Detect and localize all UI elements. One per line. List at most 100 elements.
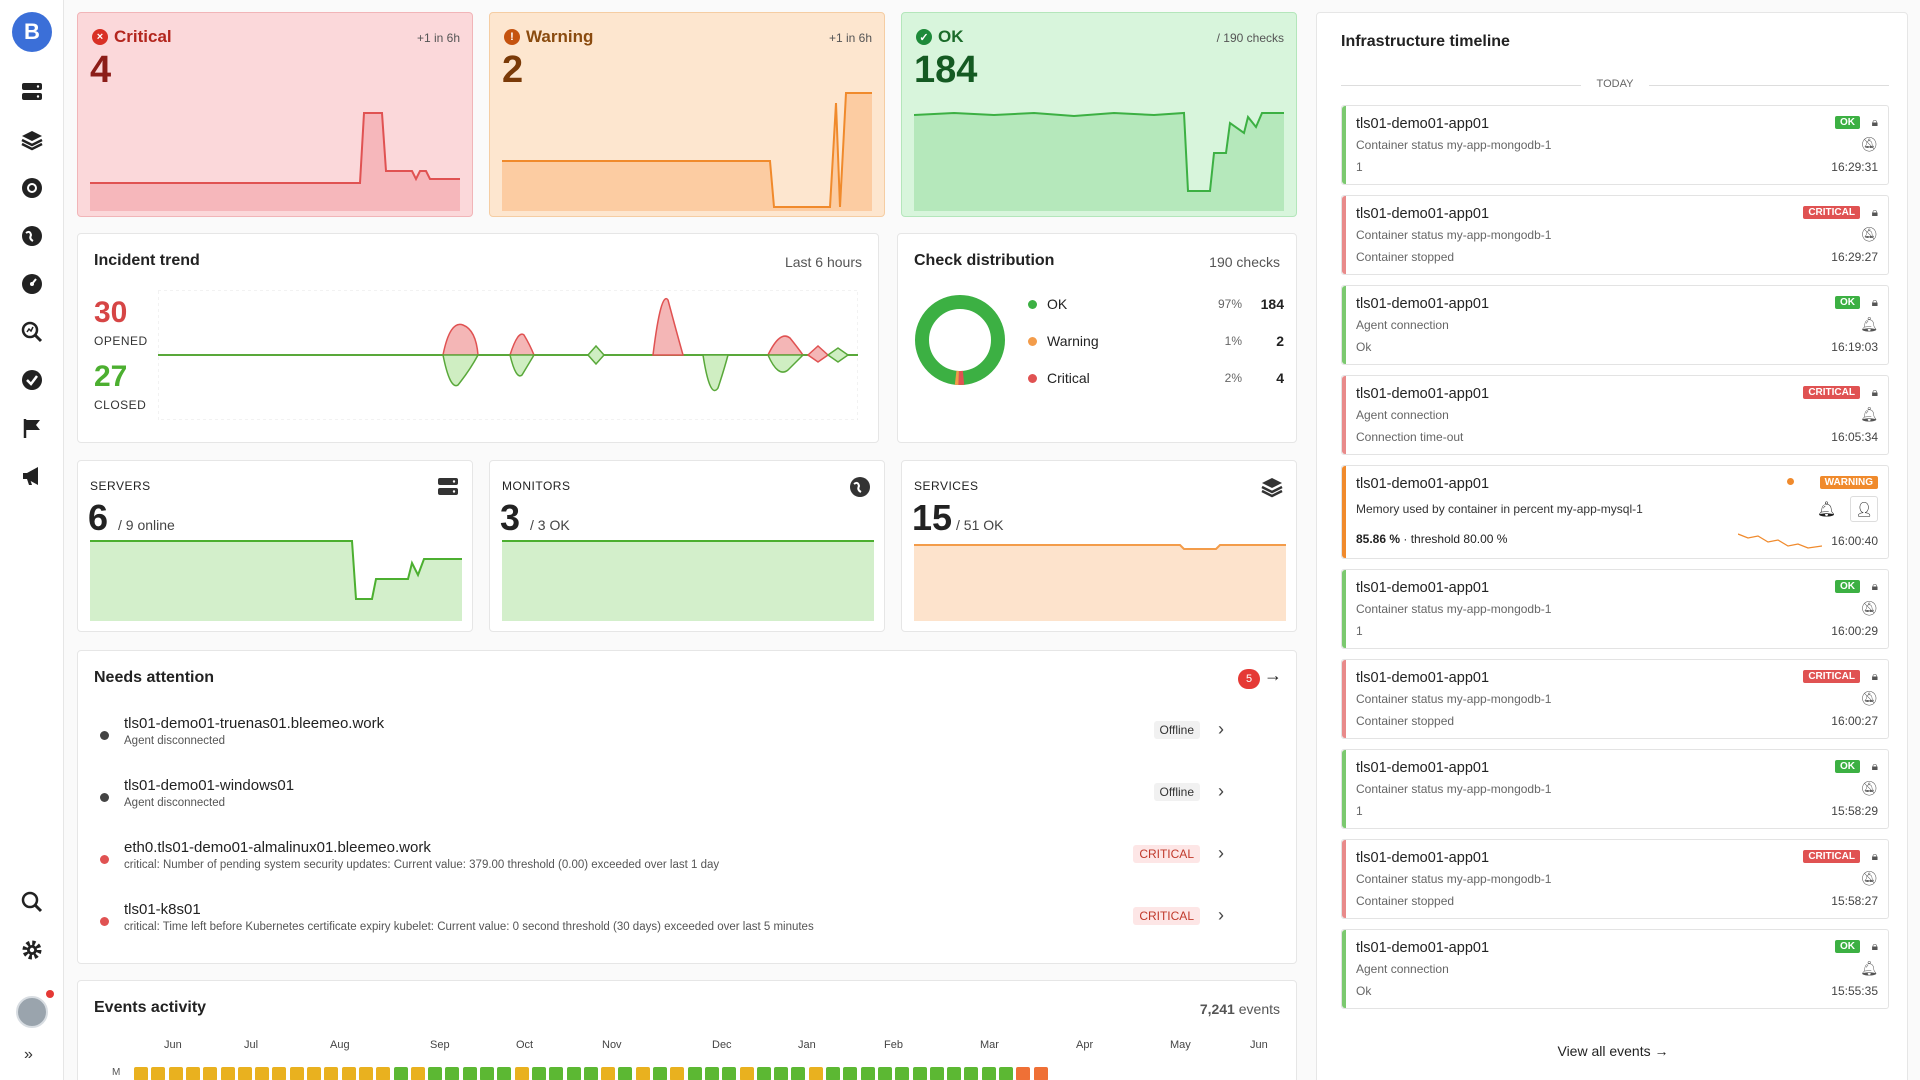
heatmap-cell[interactable] — [341, 1067, 356, 1080]
bell-off-icon[interactable]: 🔕︎ — [1860, 136, 1878, 152]
heatmap-cell[interactable] — [826, 1067, 840, 1080]
incident-range[interactable]: Last 6 hours — [784, 254, 862, 270]
bell-icon[interactable]: 🔔︎ — [1860, 316, 1878, 332]
heatmap-cell[interactable] — [635, 1067, 650, 1080]
bell-off-icon[interactable]: 🔕︎ — [1860, 870, 1878, 886]
timeline-event[interactable]: tls01-demo01-app01 Memory used by contain… — [1341, 465, 1889, 559]
flag-icon[interactable] — [20, 416, 44, 440]
heatmap-cell[interactable] — [929, 1067, 944, 1080]
monitors-card[interactable]: MONITORS 3 / 3 OK — [489, 460, 885, 632]
heatmap-cell[interactable] — [220, 1067, 235, 1080]
heatmap-cell[interactable] — [185, 1067, 200, 1080]
heatmap-cell[interactable] — [895, 1067, 910, 1080]
check-icon[interactable] — [20, 368, 44, 392]
servers-card[interactable]: SERVERS 6 / 9 online — [77, 460, 473, 632]
arrow-right-icon[interactable]: → — [1264, 665, 1282, 685]
heatmap-cell[interactable] — [445, 1067, 460, 1080]
heatmap-cell[interactable] — [272, 1067, 287, 1080]
kubernetes-icon[interactable] — [20, 176, 44, 200]
timeline-event[interactable]: tls01-demo01-app01 Agent connection Ok OK 🔒︎… — [1341, 929, 1889, 1009]
timeline-event[interactable]: tls01-demo01-app01 Container status my-ap… — [1341, 749, 1889, 829]
timeline-event[interactable]: tls01-demo01-app01 Container status my-ap… — [1341, 195, 1889, 275]
bell-off-icon[interactable]: 🔕︎ — [1860, 600, 1878, 616]
heatmap-cell[interactable] — [393, 1067, 408, 1080]
heatmap-cell[interactable] — [583, 1067, 598, 1080]
heatmap-cell[interactable] — [739, 1067, 754, 1080]
heatmap-cell[interactable] — [497, 1067, 512, 1080]
bell-off-icon[interactable]: 🔕︎ — [1860, 780, 1878, 796]
heatmap-cell[interactable] — [237, 1067, 252, 1080]
bell-icon[interactable]: 🔔︎ — [1816, 501, 1836, 518]
attention-item[interactable]: tls01-k8s01 critical: Time left before K… — [94, 897, 1224, 953]
heatmap-cell[interactable] — [358, 1067, 373, 1080]
heatmap-cell[interactable] — [1016, 1067, 1031, 1080]
attention-item[interactable]: eth0.tls01-demo01-almalinux01.bleemeo.wo… — [94, 835, 1224, 891]
legend-ok[interactable]: OK 97% 184 — [1028, 296, 1298, 312]
avatar[interactable] — [16, 996, 48, 1028]
heatmap-cell[interactable] — [151, 1067, 166, 1080]
heatmap-cell[interactable] — [324, 1067, 339, 1080]
heatmap-cell[interactable] — [514, 1067, 529, 1080]
chevron-right-icon[interactable]: › — [1218, 781, 1224, 801]
heatmap-cell[interactable] — [601, 1067, 616, 1080]
heatmap-cell[interactable] — [203, 1067, 218, 1080]
heatmap-cell[interactable] — [410, 1067, 425, 1080]
attention-item[interactable]: tls01-demo01-truenas01.bleemeo.work Agen… — [94, 711, 1224, 767]
heatmap-cell[interactable] — [653, 1067, 667, 1080]
heatmap-cell[interactable] — [843, 1067, 858, 1080]
chevron-right-icon[interactable]: › — [1218, 719, 1224, 739]
heatmap-cell[interactable] — [947, 1067, 962, 1080]
heatmap-cell[interactable] — [462, 1067, 477, 1080]
legend-critical[interactable]: Critical 2% 4 — [1028, 370, 1298, 386]
heatmap-cell[interactable] — [808, 1067, 823, 1080]
timeline-event[interactable]: tls01-demo01-app01 Container status my-ap… — [1341, 105, 1889, 185]
dashboard-icon[interactable] — [20, 272, 44, 296]
heatmap-cell[interactable] — [1033, 1067, 1048, 1080]
heatmap-cell[interactable] — [981, 1067, 996, 1080]
heatmap-cell[interactable] — [756, 1067, 771, 1080]
heatmap-cell[interactable] — [877, 1067, 892, 1080]
heatmap-cell[interactable] — [860, 1067, 875, 1080]
heatmap-cell[interactable] — [670, 1067, 685, 1080]
logo[interactable]: B — [12, 12, 52, 52]
ok-card[interactable]: ✓ OK 184 / 190 checks — [901, 12, 1297, 217]
timeline-event[interactable]: tls01-demo01-app01 Agent connection Ok OK 🔒︎… — [1341, 285, 1889, 365]
heatmap-cell[interactable] — [566, 1067, 581, 1080]
timeline-event[interactable]: tls01-demo01-app01 Container status my-ap… — [1341, 569, 1889, 649]
bell-off-icon[interactable]: 🔕︎ — [1860, 226, 1878, 242]
heatmap-cell[interactable] — [774, 1067, 789, 1080]
heatmap-cell[interactable] — [549, 1067, 564, 1080]
megaphone-icon[interactable] — [20, 464, 44, 488]
bell-off-icon[interactable]: 🔕︎ — [1860, 690, 1878, 706]
analytics-icon[interactable] — [20, 320, 44, 344]
heatmap-cell[interactable] — [999, 1067, 1013, 1080]
search-icon[interactable] — [20, 890, 44, 914]
heatmap-cell[interactable] — [480, 1067, 494, 1080]
attention-item[interactable]: tls01-demo01-windows01 Agent disconnecte… — [94, 773, 1224, 829]
view-all-events-link[interactable]: View all events → — [1317, 1043, 1909, 1059]
expand-sidebar-button[interactable]: » — [24, 1046, 33, 1063]
heatmap-cell[interactable] — [531, 1067, 546, 1080]
heatmap-cell[interactable] — [307, 1067, 321, 1080]
heatmap-cell[interactable] — [134, 1067, 148, 1080]
heatmap-cell[interactable] — [687, 1067, 702, 1080]
user-icon[interactable]: 👤︎ — [1850, 496, 1878, 522]
gear-icon[interactable] — [20, 938, 44, 962]
critical-card[interactable]: × Critical 4 +1 in 6h — [77, 12, 473, 217]
heatmap-cell[interactable] — [289, 1067, 304, 1080]
warning-card[interactable]: ! Warning 2 +1 in 6h — [489, 12, 885, 217]
heatmap-cell[interactable] — [912, 1067, 927, 1080]
heatmap-cell[interactable] — [255, 1067, 270, 1080]
services-card[interactable]: SERVICES 15 / 51 OK — [901, 460, 1297, 632]
chevron-right-icon[interactable]: › — [1218, 843, 1224, 863]
heatmap-cell[interactable] — [704, 1067, 719, 1080]
bell-icon[interactable]: 🔔︎ — [1860, 960, 1878, 976]
bell-icon[interactable]: 🔔︎ — [1860, 406, 1878, 422]
layers-icon[interactable] — [20, 128, 44, 152]
chevron-right-icon[interactable]: › — [1218, 905, 1224, 925]
heatmap-cell[interactable] — [376, 1067, 391, 1080]
legend-warning[interactable]: Warning 1% 2 — [1028, 333, 1298, 349]
heatmap-cell[interactable] — [168, 1067, 183, 1080]
heatmap-cell[interactable] — [428, 1067, 443, 1080]
timeline-event[interactable]: tls01-demo01-app01 Agent connection Connec… — [1341, 375, 1889, 455]
